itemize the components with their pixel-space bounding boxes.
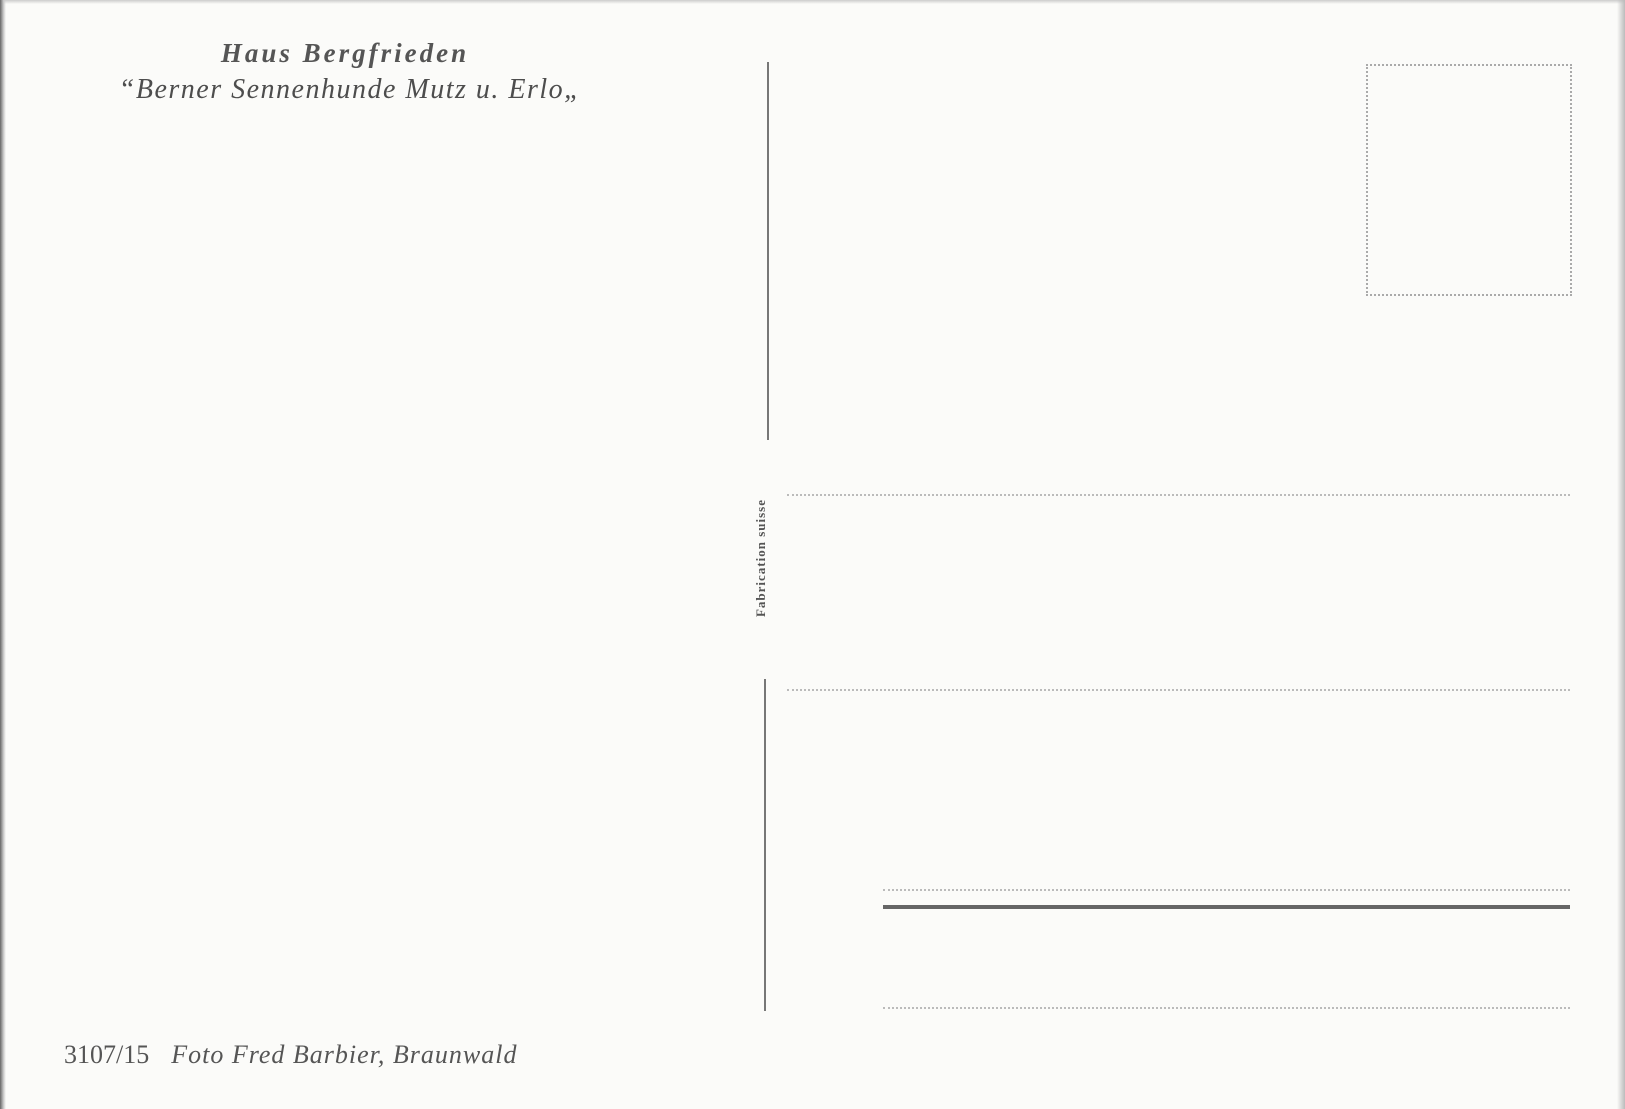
- address-line-1: [787, 494, 1570, 496]
- card-right-edge: [1617, 0, 1625, 1109]
- stamp-box: [1366, 64, 1572, 296]
- postcard-subtitle: “Berner Sennenhunde Mutz u. Erlo„: [118, 74, 582, 105]
- fabrication-label: Fabrication suisse: [753, 498, 768, 618]
- address-line-2: [787, 689, 1570, 691]
- address-line-3: [883, 889, 1570, 891]
- card-left-edge: [0, 0, 6, 1109]
- divider-line-top: [767, 62, 769, 440]
- card-top-edge: [0, 0, 1625, 4]
- address-line-4: [883, 1007, 1570, 1009]
- address-underline: [883, 905, 1570, 909]
- photo-credit: Foto Fred Barbier, Braunwald: [171, 1040, 518, 1069]
- footer: 3107/15 Foto Fred Barbier, Braunwald: [64, 1040, 517, 1070]
- catalog-number: 3107/15: [64, 1040, 150, 1069]
- divider-line-bottom: [764, 679, 766, 1011]
- postcard-title: Haus Bergfrieden: [220, 38, 470, 68]
